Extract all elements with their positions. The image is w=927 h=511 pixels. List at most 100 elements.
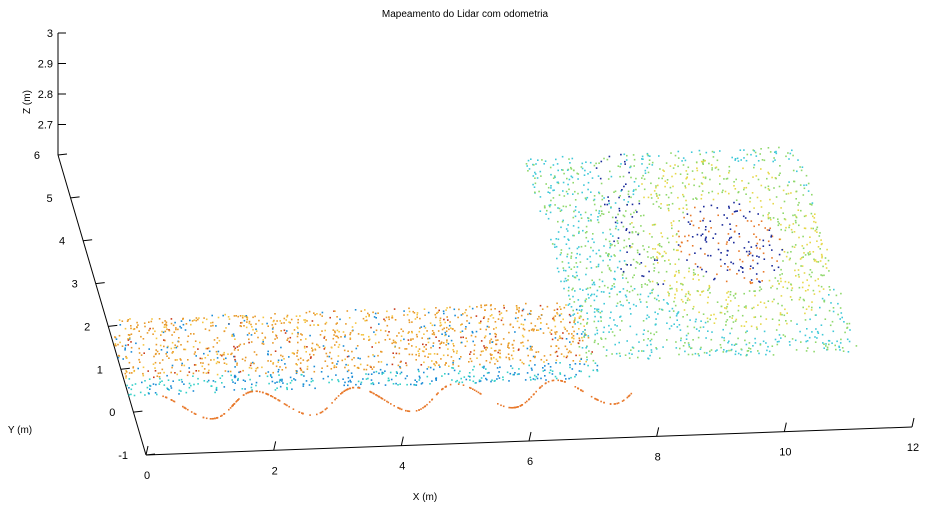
lidar-point [596,289,599,292]
lidar-point [290,318,293,321]
lidar-point [553,189,555,191]
lidar-point [427,356,429,358]
lidar-point [404,377,407,380]
lidar-point [453,329,456,332]
lidar-point [171,364,174,367]
lidar-point [494,321,497,323]
lidar-point [683,309,686,311]
lidar-point [608,267,611,269]
lidar-point [519,359,522,361]
lidar-point [557,339,559,341]
lidar-point [473,365,475,368]
lidar-point [172,380,174,382]
lidar-point [647,154,650,157]
lidar-point [735,199,738,201]
lidar-point [164,339,166,342]
lidar-point [708,287,710,290]
lidar-point [485,304,488,306]
lidar-point [345,323,347,325]
lidar-point [631,353,633,355]
lidar-point [567,238,569,241]
lidar-point [605,252,607,254]
lidar-point [331,378,333,381]
lidar-point [593,164,596,167]
lidar-point [688,346,691,348]
lidar-point [144,325,146,328]
lidar-point [520,323,523,325]
lidar-point [611,331,614,333]
lidar-point [725,307,728,310]
lidar-point [648,246,650,248]
lidar-point [192,346,195,348]
lidar-point [486,325,489,328]
lidar-point [694,206,696,209]
lidar-point [777,266,780,269]
lidar-point [560,249,563,251]
lidar-point [524,318,526,321]
lidar-point [386,310,388,313]
lidar-point [778,174,780,176]
lidar-point [451,379,453,381]
lidar-point [531,349,533,351]
lidar-point [127,339,130,341]
lidar-point [745,331,747,334]
lidar-point [775,177,777,180]
lidar-point [146,386,149,389]
lidar-point [782,286,784,288]
lidar-point [197,370,200,372]
lidar-point [386,363,388,366]
lidar-point [562,318,564,321]
lidar-point [603,291,605,293]
lidar-point [533,186,536,188]
lidar-point [700,160,703,163]
lidar-point [612,235,614,237]
lidar-point [786,322,788,325]
lidar-point [262,343,265,345]
lidar-point [322,377,325,380]
lidar-point [368,315,370,318]
lidar-point [591,351,593,353]
lidar-point [283,358,285,360]
lidar-point [210,385,212,387]
lidar-point [293,329,296,331]
lidar-point [274,350,277,352]
lidar-point [608,324,610,327]
lidar-point [139,361,141,363]
lidar-point [832,330,835,333]
lidar-point [786,287,789,290]
lidar-point [772,160,774,163]
lidar-point [567,275,570,277]
lidar-point [288,321,290,323]
lidar-point [651,289,653,292]
lidar-point [755,244,758,247]
lidar-point [628,394,631,397]
lidar-point [388,318,390,321]
lidar-point [685,302,687,304]
lidar-point [678,207,681,210]
lidar-point [255,381,258,384]
lidar-point [372,354,374,356]
lidar-point [716,273,718,276]
lidar-point [435,316,437,319]
lidar-point [787,184,789,187]
lidar-point [601,271,603,274]
lidar-point [677,157,680,159]
lidar-point [561,261,564,263]
lidar-point [593,293,596,296]
lidar-point [162,395,164,398]
lidar-point [768,172,770,175]
lidar-point [329,316,331,319]
lidar-point [657,271,660,274]
lidar-point [640,284,643,286]
lidar-point [559,362,561,364]
lidar-point [802,247,805,250]
lidar-point [821,297,824,300]
lidar-point [182,318,184,320]
lidar-point [153,376,155,379]
lidar-point [148,378,151,380]
lidar-point [653,258,656,260]
lidar-point [296,355,298,357]
lidar-point [597,320,600,323]
lidar-point [642,230,645,232]
lidar-point [635,188,637,191]
